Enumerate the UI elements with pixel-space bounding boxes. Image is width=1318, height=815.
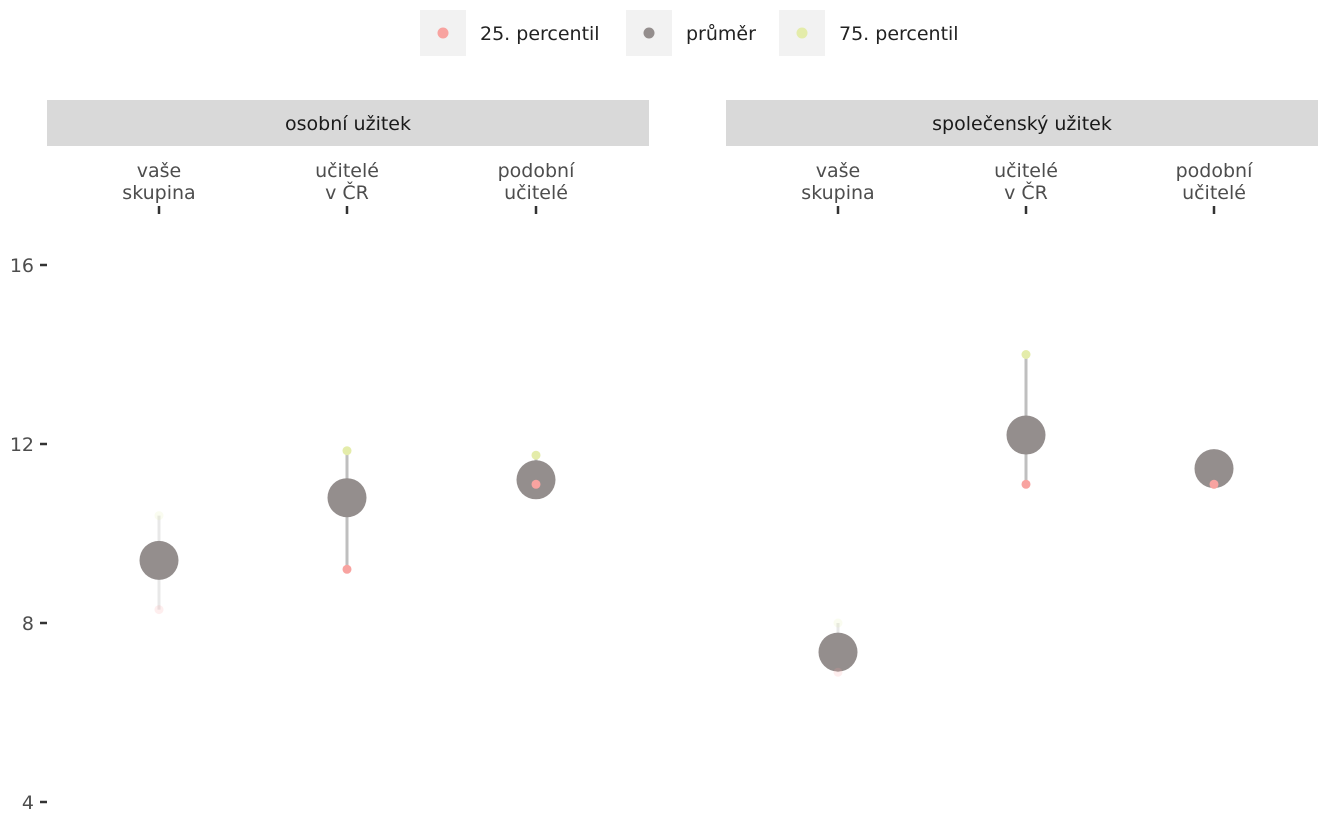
point-group-3 [516, 450, 556, 500]
point-group-2 [1006, 350, 1046, 489]
mean-point [327, 478, 367, 518]
x-tick-label: vaše [816, 160, 860, 182]
p25-point [1021, 479, 1031, 489]
legend-label: 25. percentil [480, 23, 600, 45]
p75-point [531, 450, 541, 460]
y-tick-label: 4 [22, 792, 34, 814]
x-tick-label: učitelé [504, 182, 568, 204]
p25-point [342, 564, 352, 574]
x-tick-label: vaše [137, 160, 181, 182]
mean-point [1006, 415, 1046, 455]
x-tick-label: skupina [122, 182, 195, 204]
legend-key-dot [437, 27, 449, 39]
legend: 25. percentil průměr 75. percentil [420, 10, 959, 56]
p75-point [154, 511, 164, 521]
point-group-1 [818, 618, 858, 677]
mean-point [818, 632, 858, 672]
legend-key-dot [796, 27, 808, 39]
mean-point [139, 540, 179, 580]
legend-item-p75: 75. percentil [779, 10, 959, 56]
legend-key-dot [643, 27, 655, 39]
y-tick: 4 [22, 792, 47, 814]
x-tick-label: podobní [498, 160, 575, 182]
panel-strip [726, 100, 1318, 146]
legend-label: 75. percentil [839, 23, 959, 45]
p75-point [342, 446, 352, 456]
panel-title: osobní užitek [285, 113, 411, 135]
p25-point [1209, 479, 1219, 489]
legend-label: průměr [686, 23, 756, 45]
y-tick: 8 [22, 613, 47, 635]
point-group-3 [1194, 449, 1234, 489]
y-tick-label: 8 [22, 613, 34, 635]
panel-strip [47, 100, 649, 146]
p25-point [531, 479, 541, 489]
x-tick-label: podobní [1176, 160, 1253, 182]
mean-point [1194, 449, 1234, 489]
p25-point [833, 667, 843, 677]
legend-item-mean: průměr [626, 10, 756, 56]
y-tick: 12 [10, 434, 47, 456]
p75-point [1021, 350, 1031, 359]
p75-point [833, 618, 843, 628]
x-tick-label: v ČR [325, 180, 369, 204]
x-tick-label: učitelé [315, 160, 379, 182]
x-tick-label: učitelé [1182, 182, 1246, 204]
y-tick: 16 [10, 255, 47, 277]
y-axis: 4 8 12 16 [10, 255, 47, 814]
panel-title: společenský užitek [932, 113, 1112, 135]
y-tick-label: 12 [10, 434, 34, 456]
point-group-1 [139, 511, 179, 615]
legend-item-p25: 25. percentil [420, 10, 600, 56]
x-tick-label: učitelé [994, 160, 1058, 182]
x-tick-label: skupina [801, 182, 874, 204]
x-tick-label: v ČR [1004, 180, 1048, 204]
p25-point [154, 605, 164, 615]
point-group-2 [327, 446, 367, 574]
y-tick-label: 16 [10, 255, 34, 277]
